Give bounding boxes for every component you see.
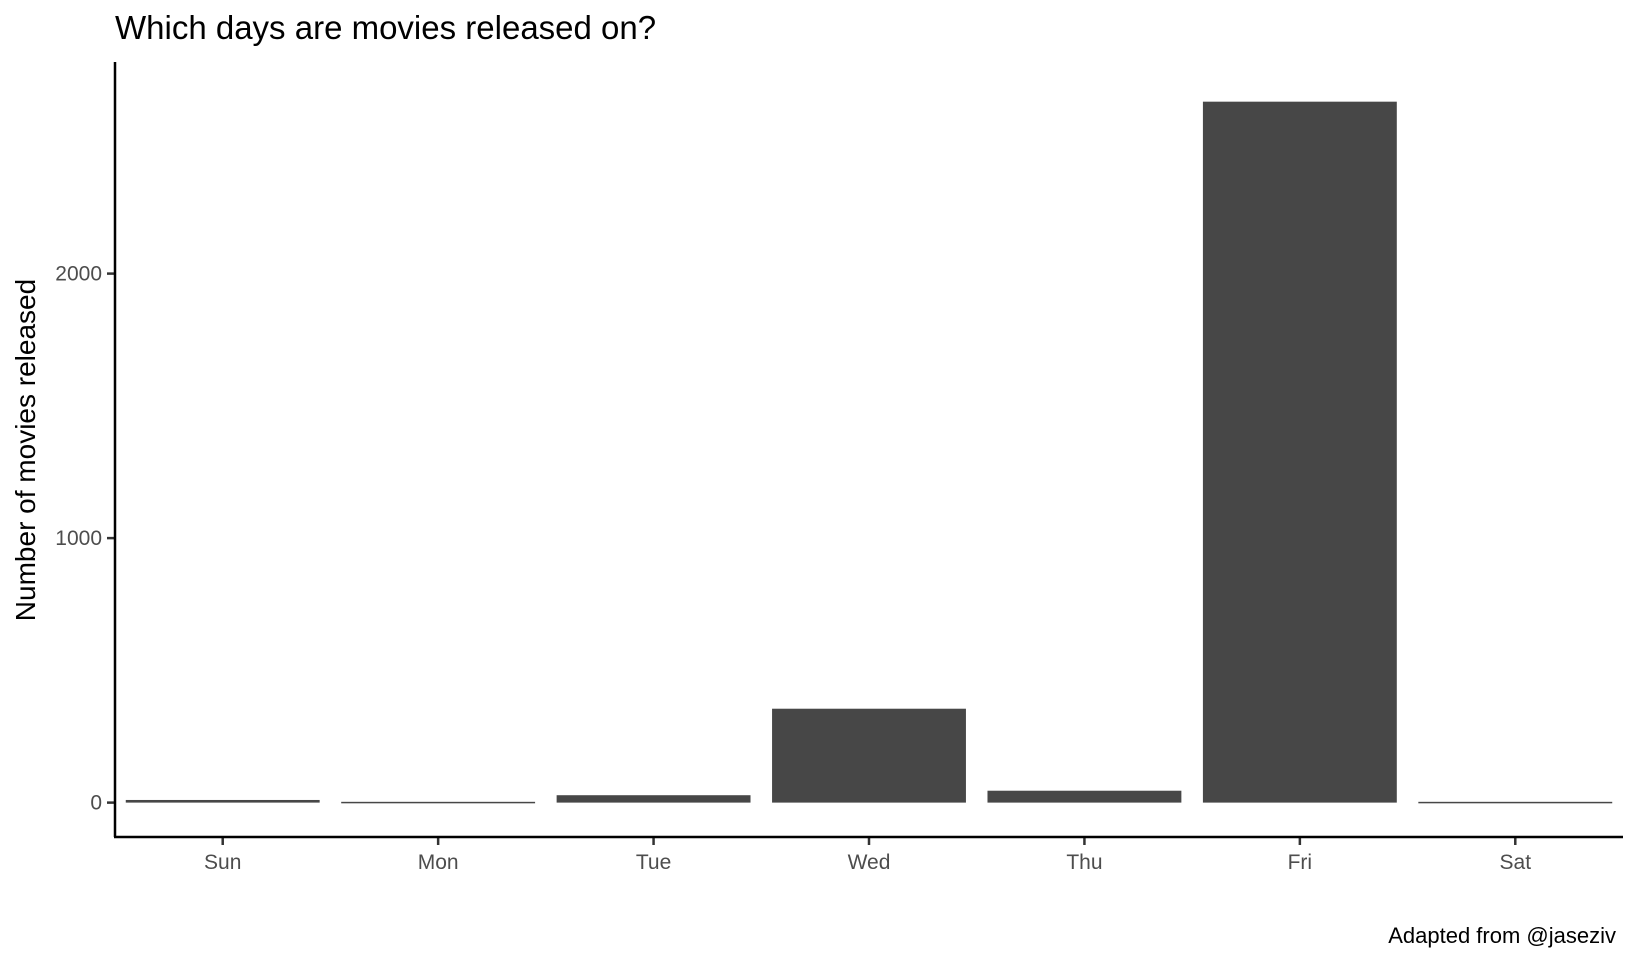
chart-title: Which days are movies released on? xyxy=(115,9,656,46)
bar-fri xyxy=(1202,101,1397,803)
bar-sat xyxy=(1418,801,1613,804)
x-axis-ticks: Sun Mon Tue Wed Thu Fri Sat xyxy=(204,837,1531,874)
y-axis-ticks: 0 1000 2000 xyxy=(55,263,115,815)
bar-mon xyxy=(341,801,536,804)
x-tick-label-sat: Sat xyxy=(1500,851,1532,874)
bar-wed xyxy=(772,708,966,803)
bar-sun xyxy=(125,799,320,803)
x-tick-label-mon: Mon xyxy=(418,851,459,874)
y-tick-label-0: 0 xyxy=(90,792,102,815)
x-tick-label-thu: Thu xyxy=(1066,851,1102,874)
bar-thu xyxy=(987,790,1182,803)
x-tick-label-wed: Wed xyxy=(848,851,891,874)
y-axis-label: Number of movies released xyxy=(10,279,41,621)
chart-caption: Adapted from @jaseziv xyxy=(1388,923,1616,948)
x-tick-label-tue: Tue xyxy=(636,851,671,874)
y-tick-label-2000: 2000 xyxy=(55,263,102,286)
bars-group xyxy=(125,101,1613,804)
bar-tue xyxy=(556,795,751,803)
y-tick-label-1000: 1000 xyxy=(55,527,102,550)
x-tick-label-fri: Fri xyxy=(1288,851,1313,874)
x-tick-label-sun: Sun xyxy=(204,851,241,874)
